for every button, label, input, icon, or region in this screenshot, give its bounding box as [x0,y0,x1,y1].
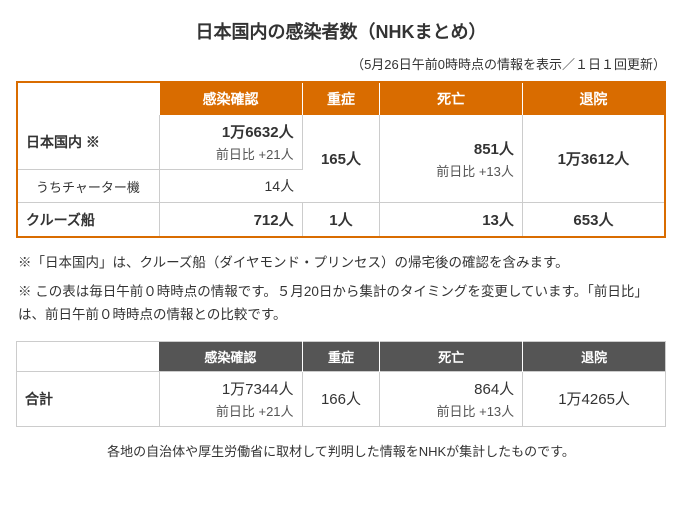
update-note: （5月26日午前0時時点の情報を表示／１日１回更新） [16,54,666,73]
row-domestic: 日本国内 ※ 1万6632人 前日比 +21人 165人 851人 前日比 +1… [17,115,665,170]
cell-cruise-discharged: 653人 [522,203,665,238]
delta: 前日比 +21人 [168,144,294,163]
row-domestic-label: 日本国内 ※ [17,115,160,170]
row-charter-label: うちチャーター機 [17,170,160,203]
cell-domestic-discharged: 1万3612人 [522,115,665,203]
value: 1万7344人 [222,381,294,398]
header-severe: 重症 [302,82,380,115]
header-confirmed: 感染確認 [160,82,303,115]
note-2: ※ この表は毎日午前０時時点の情報です。５月20日から集計のタイミングを変更して… [18,281,664,327]
total-header-discharged: 退院 [523,341,666,371]
delta: 前日比 +13人 [388,161,514,180]
row-total: 合計 1万7344人 前日比 +21人 166人 864人 前日比 +13人 1… [17,371,666,426]
total-header-severe: 重症 [302,341,380,371]
notes-block: ※「日本国内」は、クルーズ船（ダイヤモンド・プリンセス）の帰宅後の確認を含みます… [18,252,664,327]
row-total-label: 合計 [17,371,160,426]
cell-total-discharged: 1万4265人 [523,371,666,426]
total-header-confirmed: 感染確認 [159,341,302,371]
total-header-blank [17,341,160,371]
cell-domestic-deaths: 851人 前日比 +13人 [380,115,523,203]
cell-charter-confirmed: 14人 [160,170,303,203]
footer-note: 各地の自治体や厚生労働省に取材して判明した情報をNHKが集計したものです。 [16,441,666,460]
row-cruise: クルーズ船 712人 1人 13人 653人 [17,203,665,238]
total-header-deaths: 死亡 [380,341,523,371]
cell-total-confirmed: 1万7344人 前日比 +21人 [159,371,302,426]
value: 864人 [474,381,514,398]
value: 851人 [474,141,514,158]
delta: 前日比 +13人 [388,401,514,420]
cell-total-deaths: 864人 前日比 +13人 [380,371,523,426]
cell-cruise-deaths: 13人 [380,203,523,238]
delta: 前日比 +21人 [168,401,294,420]
value: 1万6632人 [222,124,294,141]
cell-cruise-confirmed: 712人 [160,203,303,238]
header-blank [17,82,160,115]
note-1: ※「日本国内」は、クルーズ船（ダイヤモンド・プリンセス）の帰宅後の確認を含みます… [18,252,664,275]
total-table: 感染確認 重症 死亡 退院 合計 1万7344人 前日比 +21人 166人 8… [16,341,666,427]
main-table: 感染確認 重症 死亡 退院 日本国内 ※ 1万6632人 前日比 +21人 16… [16,81,666,238]
row-cruise-label: クルーズ船 [17,203,160,238]
cell-domestic-confirmed: 1万6632人 前日比 +21人 [160,115,303,170]
page-title: 日本国内の感染者数（NHKまとめ） [16,18,666,44]
table-header-row: 感染確認 重症 死亡 退院 [17,82,665,115]
total-header-row: 感染確認 重症 死亡 退院 [17,341,666,371]
cell-total-severe: 166人 [302,371,380,426]
header-discharged: 退院 [522,82,665,115]
header-deaths: 死亡 [380,82,523,115]
cell-domestic-severe: 165人 [302,115,380,203]
cell-cruise-severe: 1人 [302,203,380,238]
